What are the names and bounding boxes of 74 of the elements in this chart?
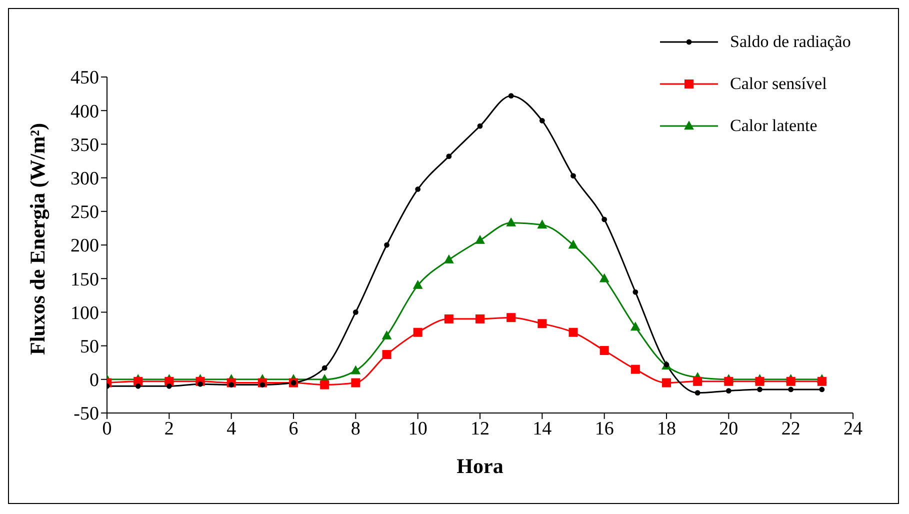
- point: [693, 376, 702, 386]
- point: [538, 319, 547, 328]
- y-tick-label: 250: [70, 202, 99, 224]
- legend-label: Calor sensível: [730, 74, 827, 94]
- point: [819, 386, 825, 392]
- point: [630, 322, 640, 331]
- point: [726, 388, 732, 394]
- legend-label: Calor latente: [730, 116, 818, 136]
- point: [755, 376, 764, 386]
- point: [476, 314, 484, 324]
- point: [602, 216, 608, 222]
- x-tick-label: 6: [288, 418, 298, 440]
- point: [352, 310, 358, 315]
- point: [135, 383, 141, 389]
- point: [600, 346, 609, 356]
- point: [506, 217, 516, 226]
- point: [444, 254, 454, 264]
- point: [599, 273, 610, 282]
- x-tick-label: 24: [844, 418, 863, 440]
- point: [788, 386, 794, 392]
- x-tick-label: 10: [408, 418, 428, 440]
- y-tick-label: 350: [70, 134, 99, 156]
- y-tick-label: -50: [74, 404, 99, 425]
- point: [757, 386, 762, 392]
- point: [351, 378, 360, 388]
- y-tick-label: 100: [70, 302, 99, 324]
- x-tick-label: 12: [470, 418, 490, 440]
- point: [568, 328, 578, 337]
- legend-label: Saldo de radiação: [730, 32, 851, 52]
- point: [320, 380, 330, 390]
- point: [630, 364, 640, 374]
- y-tick-label: 50: [80, 336, 99, 358]
- point: [568, 240, 578, 249]
- x-tick-label: 20: [719, 418, 738, 440]
- x-tick-label: 14: [532, 418, 552, 440]
- point: [382, 350, 392, 360]
- x-tick-label: 2: [164, 418, 174, 440]
- point: [786, 376, 796, 386]
- point: [724, 376, 734, 386]
- x-tick-label: 8: [350, 418, 360, 440]
- point: [322, 365, 328, 371]
- point: [477, 123, 483, 129]
- x-tick-label: 4: [226, 418, 237, 440]
- point: [412, 280, 423, 289]
- point: [570, 173, 576, 178]
- point: [446, 154, 452, 159]
- point: [694, 390, 700, 396]
- y-tick-label: 0: [90, 370, 99, 392]
- y-tick-label: 450: [70, 68, 99, 89]
- x-tick-label: 16: [594, 418, 614, 440]
- point: [662, 378, 671, 388]
- x-axis-title: Hora: [456, 454, 504, 478]
- point: [444, 314, 454, 324]
- point: [817, 376, 826, 386]
- x-tick-label: 0: [102, 418, 112, 440]
- point: [166, 383, 172, 389]
- point: [632, 289, 638, 295]
- y-tick-label: 300: [70, 168, 99, 190]
- point: [415, 186, 421, 192]
- point: [382, 330, 392, 340]
- point: [350, 365, 361, 374]
- point: [475, 234, 485, 244]
- y-axis-title: Fluxos de Energia (W/m²): [25, 122, 50, 355]
- point: [539, 118, 545, 124]
- y-tick-label: 200: [70, 236, 99, 257]
- x-tick-label: 22: [781, 418, 800, 440]
- x-tick-label: 18: [657, 418, 676, 440]
- y-tick-label: 150: [70, 269, 99, 290]
- point: [537, 219, 548, 228]
- point: [413, 328, 422, 337]
- point: [384, 242, 390, 248]
- point: [508, 93, 514, 99]
- point: [506, 313, 516, 322]
- y-tick-label: 400: [70, 101, 99, 122]
